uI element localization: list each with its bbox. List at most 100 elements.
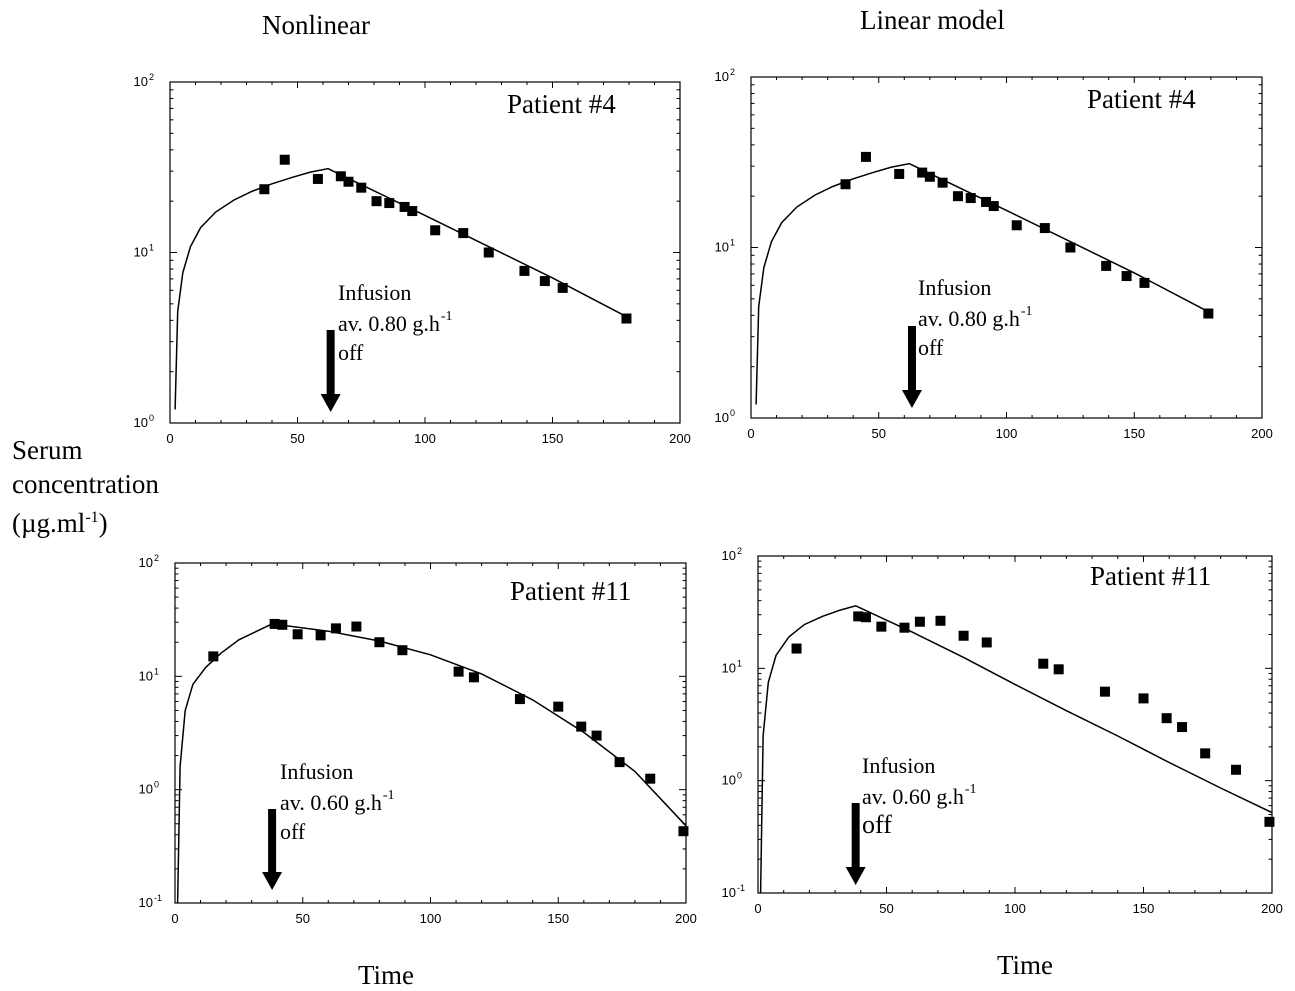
y-tick-exponent: 0 <box>149 413 154 423</box>
observed-point <box>894 168 905 179</box>
observed-point <box>351 621 362 632</box>
observed-point <box>621 313 632 324</box>
infusion-off-arrow-shaft <box>268 809 277 874</box>
observed-point <box>988 201 999 212</box>
observed-point <box>483 247 494 258</box>
annotation-rate: av. 0.60 g.h <box>280 790 382 815</box>
observed-point <box>965 193 976 204</box>
annotation-rate: av. 0.60 g.h <box>862 784 964 809</box>
annotation-infusion: Infusion <box>338 280 411 305</box>
y-tick-exponent: 1 <box>154 666 159 676</box>
x-tick-label: 50 <box>290 431 304 446</box>
observed-point <box>1099 686 1110 697</box>
observed-point <box>514 694 525 705</box>
y-axis-label-line-2: concentration <box>12 469 159 499</box>
y-tick-exponent: 1 <box>730 238 735 248</box>
y-tick-exponent: 0 <box>154 780 159 790</box>
observed-point <box>539 276 550 287</box>
y-tick-label: 10 <box>722 885 736 900</box>
y-tick-label: 10 <box>715 410 729 425</box>
x-tick-label: 200 <box>669 431 691 446</box>
observed-point <box>1065 242 1076 253</box>
infusion-off-arrow-shaft <box>907 326 916 392</box>
y-tick-exponent: -1 <box>154 893 162 903</box>
annotation-infusion: Infusion <box>280 759 353 784</box>
column-title-nonlinear: Nonlinear <box>262 10 370 40</box>
observed-point <box>277 619 288 630</box>
observed-point <box>1203 308 1214 319</box>
observed-point <box>1039 223 1050 234</box>
panel-title: Patient #4 <box>507 89 616 119</box>
x-tick-label: 150 <box>1133 901 1155 916</box>
annotation-rate: av. 0.80 g.h <box>338 311 440 336</box>
observed-point <box>1177 722 1188 733</box>
observed-point <box>458 228 469 239</box>
x-tick-label: 200 <box>675 911 697 926</box>
x-tick-label: 100 <box>996 426 1018 441</box>
observed-point <box>279 154 290 165</box>
x-tick-label: 0 <box>754 901 761 916</box>
annotation-rate-exponent: -1 <box>965 782 977 797</box>
observed-point <box>371 196 382 207</box>
y-tick-exponent: 2 <box>730 67 735 77</box>
x-tick-label: 150 <box>547 911 569 926</box>
observed-point <box>397 645 408 656</box>
panel-title: Patient #11 <box>1090 561 1211 591</box>
y-axis-label-unit: (µg.ml-1) <box>12 501 159 540</box>
x-tick-label: 50 <box>296 911 310 926</box>
y-tick-label: 10 <box>722 548 736 563</box>
observed-point <box>1139 277 1150 288</box>
observed-point <box>937 177 948 188</box>
observed-point <box>374 637 385 648</box>
x-tick-label: 50 <box>879 901 893 916</box>
observed-point <box>1161 713 1172 724</box>
y-tick-label: 10 <box>139 782 153 797</box>
y-tick-label: 10 <box>722 773 736 788</box>
observed-point <box>453 666 464 677</box>
annotation-rate-exponent: -1 <box>441 309 453 324</box>
y-tick-exponent: 0 <box>730 408 735 418</box>
y-unit-suffix: ) <box>98 508 108 538</box>
annotation-infusion: Infusion <box>918 275 991 300</box>
observed-point <box>952 191 963 202</box>
x-axis-label-left: Time <box>358 960 415 990</box>
observed-point <box>407 206 418 217</box>
observed-point <box>269 618 280 629</box>
observed-point <box>840 179 851 190</box>
observed-point <box>576 721 587 732</box>
y-tick-exponent: 2 <box>737 546 742 556</box>
observed-point <box>259 184 270 195</box>
x-tick-label: 200 <box>1261 901 1283 916</box>
observed-point <box>924 171 935 182</box>
observed-point <box>914 616 925 627</box>
y-tick-label: 10 <box>139 668 153 683</box>
y-tick-exponent: 0 <box>737 771 742 781</box>
infusion-off-arrow-head <box>320 394 341 412</box>
observed-point <box>1101 260 1112 271</box>
panel-title: Patient #4 <box>1087 84 1196 114</box>
annotation-rate-exponent: -1 <box>1021 304 1033 319</box>
annotation-off: off <box>280 819 306 844</box>
y-tick-label: 10 <box>139 895 153 910</box>
x-tick-label: 100 <box>414 431 436 446</box>
y-tick-exponent: 2 <box>149 72 154 82</box>
y-axis-label: Serum concentration (µg.ml-1) <box>12 433 159 540</box>
observed-point <box>1121 271 1132 282</box>
observed-point <box>591 730 602 741</box>
observed-point <box>356 182 367 193</box>
observed-point <box>1138 693 1149 704</box>
observed-point <box>1231 764 1242 775</box>
annotation-infusion: Infusion <box>862 753 935 778</box>
x-tick-label: 100 <box>1004 901 1026 916</box>
observed-point <box>958 630 969 641</box>
observed-point <box>430 225 441 236</box>
y-tick-label: 10 <box>134 74 148 89</box>
plot-frame <box>757 555 1273 894</box>
y-axis-label-line-1: Serum <box>12 435 83 465</box>
y-tick-label: 10 <box>139 555 153 570</box>
observed-point <box>384 198 395 209</box>
y-unit-prefix: (µg.ml <box>12 508 86 538</box>
